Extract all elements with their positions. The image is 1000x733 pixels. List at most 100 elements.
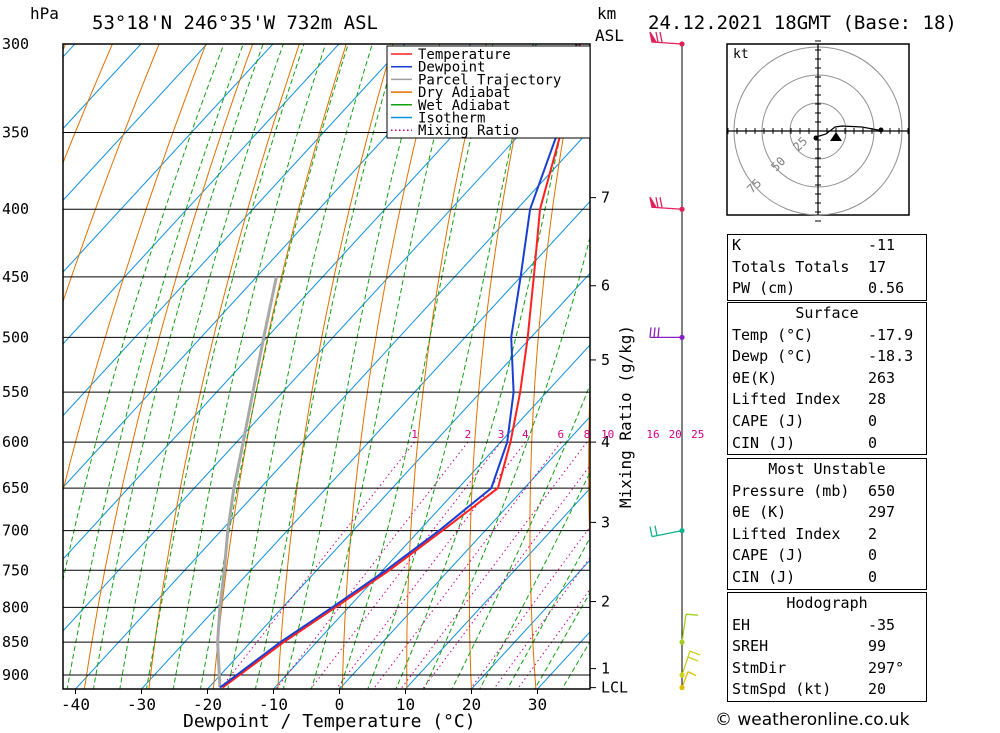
mixing-ratio-tick-label: 1 <box>411 428 418 441</box>
wind-barb <box>681 650 701 676</box>
index-value: 0 <box>868 433 878 452</box>
temperature-tick-label: -30 <box>127 695 156 714</box>
index-label: K <box>732 236 742 254</box>
pressure-tick-label: 650 <box>2 479 29 497</box>
index-row: CAPE (J) 0 <box>728 545 926 567</box>
index-row: Totals Totals 17 <box>728 257 926 279</box>
index-table-top: K -11 Totals Totals 17 PW (cm) 0.56 <box>727 234 927 301</box>
wet-adiabat-line <box>66 44 244 689</box>
index-table-hodograph: Hodograph EH -35 SREH 99 StmDir 297° StmSpd (k… <box>727 592 927 702</box>
isotherm-line <box>470 559 590 689</box>
dry-adiabat-line <box>212 44 347 689</box>
index-row: CAPE (J) 0 <box>728 411 926 433</box>
index-row: PW (cm) 0.56 <box>728 278 926 300</box>
wind-barb <box>649 525 683 538</box>
wet-adiabat-line <box>451 383 590 689</box>
wind-barb-feather <box>655 197 659 208</box>
legend-label: Wet Adiabat <box>418 98 511 114</box>
wet-adiabat-line <box>534 591 590 689</box>
mixing-ratio-line <box>372 441 562 689</box>
surface-title: Surface <box>795 304 859 322</box>
isotherm-line <box>63 44 274 273</box>
legend-label: Dry Adiabat <box>418 85 511 101</box>
index-label: Totals Totals <box>732 257 850 276</box>
wet-adiabat-line <box>395 44 581 689</box>
km-tick-label: 2 <box>601 593 610 611</box>
dry-adiabat-line <box>954 4 1000 706</box>
index-label: StmSpd (kt) <box>732 680 832 699</box>
wind-barb <box>649 31 683 45</box>
pressure-tick-label: 900 <box>2 666 29 684</box>
wet-adiabat-line <box>310 44 459 689</box>
index-value: -35 <box>868 615 896 634</box>
wind-barb-shaft <box>651 206 683 210</box>
credit-link[interactable]: © weatheronline.co.uk <box>715 710 910 730</box>
isotherm-line <box>140 200 590 689</box>
index-label: Lifted Index <box>732 390 841 409</box>
wet-adiabat-line <box>145 44 305 689</box>
temperature-tick-label: 0 <box>335 695 345 714</box>
isotherm-line <box>63 44 406 417</box>
index-value: 0 <box>868 567 878 586</box>
wet-adiabat-line <box>254 44 399 689</box>
wet-adiabat-line <box>119 44 284 689</box>
index-row: Pressure (mb) 650 <box>728 481 926 503</box>
mixing-ratio-tick-label: 8 <box>584 428 591 441</box>
index-value: 0.56 <box>868 279 905 298</box>
mixing-ratio-tick-label: 25 <box>691 428 704 441</box>
pressure-tick-label: 800 <box>2 598 29 616</box>
index-value: 0 <box>868 546 878 565</box>
hpa-label: hPa <box>30 4 59 23</box>
pressure-tick-label: 300 <box>2 35 29 53</box>
wind-barb <box>681 671 697 688</box>
pressure-tick-label: 350 <box>2 124 29 142</box>
index-label: CAPE (J) <box>732 546 805 565</box>
legend-label: Parcel Trajectory <box>418 72 561 88</box>
wet-adiabat-line <box>479 471 590 689</box>
wet-adiabat-line <box>92 44 264 689</box>
index-row: EH -35 <box>728 615 926 637</box>
storm-motion-marker <box>830 132 842 141</box>
pressure-tick-label: 600 <box>2 433 29 451</box>
index-value: 17 <box>868 257 887 276</box>
km-tick-label: 1 <box>601 660 610 678</box>
dry-adiabat-line <box>341 44 441 689</box>
dry-adiabat-line <box>468 44 534 689</box>
index-value: 263 <box>868 368 896 387</box>
index-label: θE (K) <box>732 503 787 522</box>
isotherm-line <box>63 44 142 130</box>
index-row: θE (K) 297 <box>728 502 926 524</box>
km-tick-label: 3 <box>601 513 610 531</box>
index-value: -17.9 <box>868 325 914 344</box>
dry-adiabat-line <box>277 44 394 689</box>
wind-barb-feather <box>649 327 652 338</box>
mixing-ratio-tick-label: 6 <box>557 428 564 441</box>
index-value: 297 <box>868 503 896 522</box>
index-label: CIN (J) <box>732 433 796 452</box>
index-value: 99 <box>868 637 887 656</box>
hodograph-trace <box>815 125 881 138</box>
km-tick-label: 5 <box>601 351 610 369</box>
index-label: CAPE (J) <box>732 411 805 430</box>
pressure-tick-label: 500 <box>2 328 29 346</box>
km-tick-label: LCL <box>601 679 628 697</box>
axes: 300350400450500550600650700750800850900-… <box>2 35 628 714</box>
wind-barb-pennant <box>649 31 658 43</box>
mixing-ratio-line <box>493 556 590 689</box>
dry-adiabat-line <box>646 4 680 706</box>
isotherm-line <box>272 344 590 689</box>
index-row: K -11 <box>728 235 926 257</box>
mixing-ratio-line <box>400 441 588 689</box>
index-value: -11 <box>868 236 896 254</box>
isotherm-line <box>74 129 590 689</box>
wind-barb-feather <box>687 656 699 662</box>
wind-barb-feather <box>659 31 663 43</box>
index-label: Dewp (°C) <box>732 347 814 366</box>
wind-barb-shaft <box>681 671 689 688</box>
pressure-tick-label: 400 <box>2 200 29 218</box>
wet-adiabat-line <box>367 44 534 689</box>
wind-barb-feather <box>653 327 656 338</box>
index-row: StmSpd (kt) 20 <box>728 679 926 701</box>
wet-adiabat-line <box>506 536 590 689</box>
